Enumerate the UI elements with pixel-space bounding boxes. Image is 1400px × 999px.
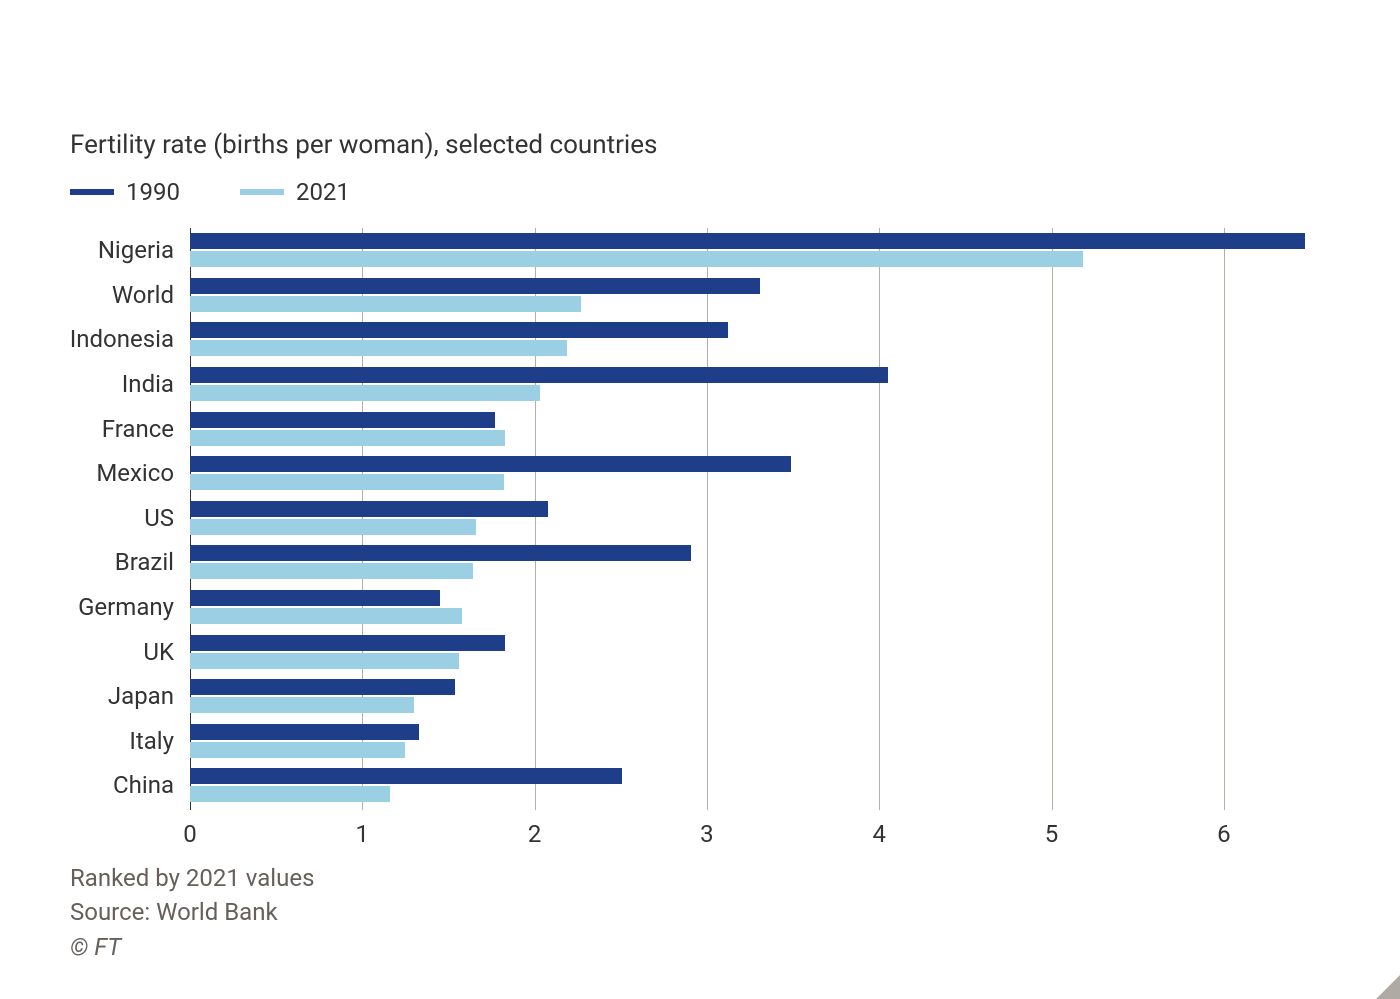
x-tick-label: 0 — [183, 820, 197, 848]
footer-copyright: © FT — [70, 930, 315, 965]
x-tick-label: 3 — [700, 820, 714, 848]
bar-v2021 — [190, 519, 476, 535]
category-label: Japan — [108, 682, 190, 710]
bar-v2021 — [190, 786, 390, 802]
bar-v1990 — [190, 233, 1305, 249]
chart-footer: Ranked by 2021 values Source: World Bank… — [70, 861, 315, 965]
bar-v1990 — [190, 545, 691, 561]
bar-v1990 — [190, 635, 505, 651]
category-label: World — [112, 281, 190, 309]
legend-label-2021: 2021 — [296, 178, 350, 206]
bar-v1990 — [190, 412, 495, 428]
chart-container: Fertility rate (births per woman), selec… — [0, 0, 1400, 999]
bar-v1990 — [190, 278, 760, 294]
chart-row: US — [190, 496, 1310, 541]
category-label: Nigeria — [98, 236, 190, 264]
chart-row: Brazil — [190, 540, 1310, 585]
chart-row: Mexico — [190, 451, 1310, 496]
category-label: Indonesia — [70, 325, 190, 353]
corner-resize-mark-icon — [1376, 975, 1400, 999]
category-label: France — [102, 415, 190, 443]
chart-plot-area: 0123456NigeriaWorldIndonesiaIndiaFranceM… — [190, 228, 1310, 848]
category-label: Germany — [78, 593, 190, 621]
bar-v1990 — [190, 590, 440, 606]
footer-note: Ranked by 2021 values — [70, 861, 315, 896]
category-label: China — [113, 771, 190, 799]
bar-v2021 — [190, 697, 414, 713]
legend-item-1990: 1990 — [70, 178, 180, 206]
x-tick-label: 6 — [1217, 820, 1231, 848]
x-tick-label: 2 — [528, 820, 542, 848]
chart-subtitle: Fertility rate (births per woman), selec… — [70, 130, 1330, 160]
bar-v1990 — [190, 679, 455, 695]
bar-v2021 — [190, 430, 505, 446]
legend-swatch-1990 — [70, 189, 114, 195]
chart-row: UK — [190, 629, 1310, 674]
bar-v2021 — [190, 251, 1083, 267]
x-tick-label: 5 — [1045, 820, 1059, 848]
bar-v1990 — [190, 456, 791, 472]
chart-row: Nigeria — [190, 228, 1310, 273]
chart-row: France — [190, 406, 1310, 451]
bar-v2021 — [190, 474, 504, 490]
chart-row: China — [190, 763, 1310, 808]
category-label: India — [122, 370, 190, 398]
bar-v2021 — [190, 742, 405, 758]
category-label: US — [144, 504, 190, 532]
chart-row: India — [190, 362, 1310, 407]
x-tick-label: 4 — [872, 820, 886, 848]
bar-v1990 — [190, 322, 728, 338]
x-tick-label: 1 — [356, 820, 370, 848]
bar-v1990 — [190, 768, 622, 784]
chart-row: World — [190, 273, 1310, 318]
chart-row: Japan — [190, 674, 1310, 719]
bar-v2021 — [190, 296, 581, 312]
bar-v2021 — [190, 340, 567, 356]
category-label: Mexico — [96, 459, 190, 487]
legend-swatch-2021 — [240, 189, 284, 195]
legend-label-1990: 1990 — [126, 178, 180, 206]
chart-row: Italy — [190, 719, 1310, 764]
chart-row: Indonesia — [190, 317, 1310, 362]
category-label: Italy — [129, 727, 190, 755]
legend-item-2021: 2021 — [240, 178, 350, 206]
bar-v2021 — [190, 653, 459, 669]
bar-v2021 — [190, 563, 473, 579]
chart-legend: 1990 2021 — [70, 178, 1330, 206]
bar-v2021 — [190, 385, 540, 401]
bar-v2021 — [190, 608, 462, 624]
bar-v1990 — [190, 367, 888, 383]
bar-v1990 — [190, 501, 548, 517]
category-label: UK — [143, 638, 190, 666]
category-label: Brazil — [115, 548, 190, 576]
footer-source: Source: World Bank — [70, 895, 315, 930]
bar-v1990 — [190, 724, 419, 740]
chart-row: Germany — [190, 585, 1310, 630]
